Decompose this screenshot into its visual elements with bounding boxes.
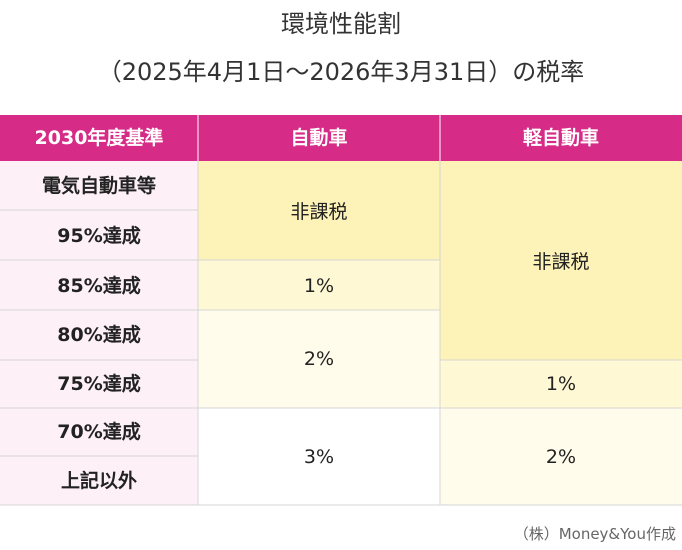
header-row	[0, 115, 682, 161]
rate-cell: 2%	[546, 446, 576, 468]
cell-bg	[198, 260, 440, 310]
column-header: 2030年度基準	[35, 126, 164, 149]
cell-bg	[198, 408, 440, 505]
subtitle: （2025年4月1日〜2026年3月31日）の税率	[98, 58, 585, 86]
credit: （株）Money&You作成	[514, 525, 676, 543]
rate-cell: 非課税	[532, 251, 589, 273]
label-column	[0, 161, 198, 505]
rate-cell: 1%	[546, 373, 576, 395]
column-header: 軽自動車	[523, 126, 599, 149]
cell-bg	[440, 360, 682, 408]
cell-bg	[440, 408, 682, 505]
cell-bg	[440, 161, 682, 360]
cell-bg	[198, 161, 440, 260]
row-label: 電気自動車等	[42, 174, 156, 197]
row-label: 70%達成	[57, 420, 140, 443]
column-header: 自動車	[290, 126, 347, 149]
row-label: 75%達成	[57, 372, 140, 395]
row-label: 95%達成	[57, 224, 140, 247]
row-label: 80%達成	[57, 323, 140, 346]
title: 環境性能割	[281, 10, 401, 38]
rate-cell: 3%	[304, 446, 334, 468]
row-label: 85%達成	[57, 274, 140, 297]
rate-cell: 非課税	[290, 201, 347, 223]
rate-cell: 1%	[304, 275, 334, 297]
rate-cell: 2%	[304, 348, 334, 370]
cell-bg	[198, 310, 440, 408]
row-label: 上記以外	[61, 469, 137, 492]
grid	[0, 161, 682, 506]
